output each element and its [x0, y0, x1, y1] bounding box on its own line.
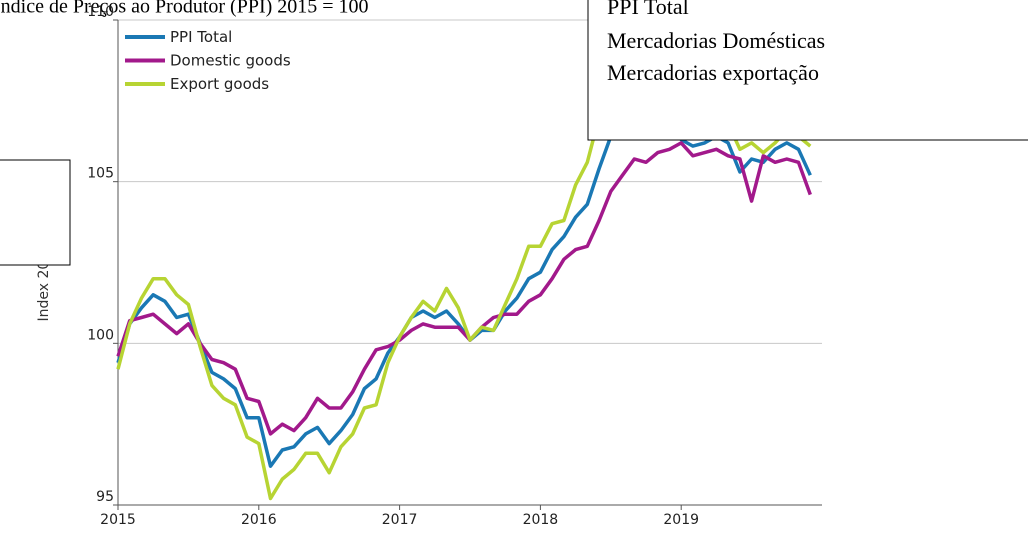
y-tick-label: 95 [96, 489, 114, 505]
overlay-text: PPI Total [607, 0, 689, 19]
x-tick-label: 2017 [382, 512, 418, 528]
y-tick-label: 100 [87, 327, 114, 343]
y-tick-label: 105 [87, 166, 114, 182]
chart-title: Índice de Preços ao Produtor (PPI) 2015 … [0, 0, 369, 18]
overlay-box-right [587, 0, 1028, 141]
x-tick-label: 2015 [100, 512, 136, 528]
x-tick-label: 2018 [523, 512, 559, 528]
series-line [116, 108, 812, 468]
legend-label: Domestic goods [170, 52, 291, 70]
series-line [116, 141, 812, 436]
overlay-box-left [0, 159, 71, 266]
overlay-text: Mercadorias exportação [607, 60, 819, 85]
legend-label: Export goods [170, 75, 269, 93]
overlay-text: Mercadorias Domésticas [607, 28, 825, 53]
legend-label: PPI Total [170, 28, 232, 46]
x-tick-label: 2016 [241, 512, 277, 528]
y-tick-label: 110 [87, 4, 114, 20]
x-tick-label: 2019 [663, 512, 699, 528]
